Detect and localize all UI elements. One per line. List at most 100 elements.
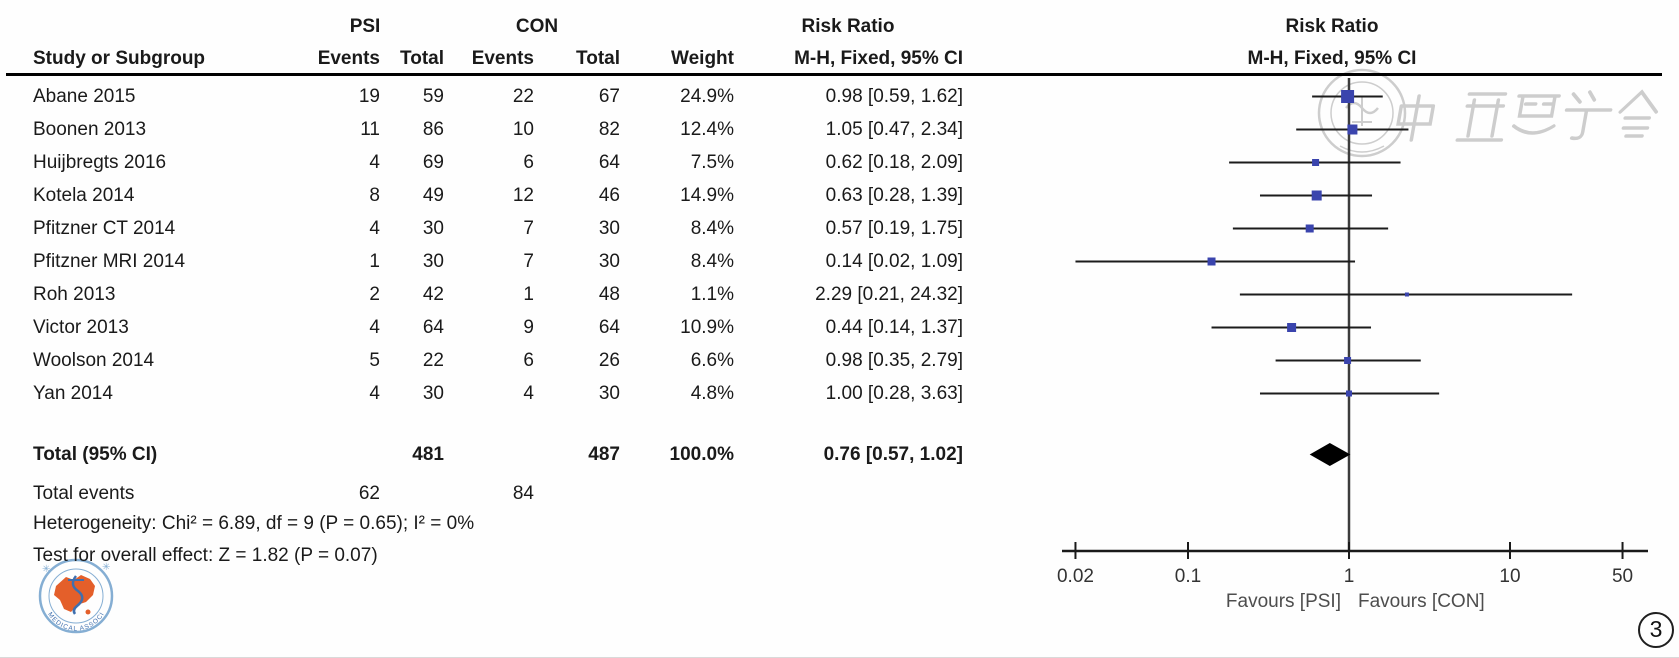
psi-total: 86 — [422, 119, 444, 140]
rr-ci-text: 1.00 [0.28, 3.63] — [825, 383, 963, 404]
weight: 12.4% — [680, 119, 734, 140]
chinese-medical-association-seal-watermark — [1317, 68, 1407, 158]
con-total: 26 — [598, 350, 620, 371]
effect-square — [1207, 257, 1216, 266]
total-con-total: 487 — [588, 444, 620, 465]
seal-glyph-stroke — [1352, 96, 1372, 126]
favours-right-label: Favours [CON] — [1358, 591, 1485, 612]
x-axis-tick-label: 0.1 — [1175, 566, 1201, 587]
x-axis-tick-label: 1 — [1344, 566, 1355, 587]
col-header-study: Study or Subgroup — [33, 48, 206, 69]
effect-square — [1347, 124, 1358, 135]
psi-total: 49 — [422, 185, 444, 206]
rr-ci-text: 0.44 [0.14, 1.37] — [825, 317, 963, 338]
con-events: 6 — [523, 350, 534, 371]
weight: 4.8% — [690, 383, 734, 404]
con-events: 10 — [512, 119, 534, 140]
col-header-con-events: Events — [471, 48, 534, 69]
pooled-effect-diamond — [1309, 443, 1351, 466]
psi-events: 4 — [369, 152, 380, 173]
plot-header-mh-ci: M-H, Fixed, 95% CI — [1247, 48, 1417, 69]
risk-ratio-column-title: Risk Ratio — [801, 16, 895, 37]
psi-events: 2 — [369, 284, 380, 305]
rr-ci-text: 0.62 [0.18, 2.09] — [825, 152, 963, 173]
con-total: 30 — [598, 383, 620, 404]
effect-square — [1404, 292, 1409, 297]
study-name: Victor 2013 — [33, 317, 129, 338]
psi-total: 69 — [422, 152, 444, 173]
con-events: 4 — [523, 383, 534, 404]
script-glyph-0 — [1396, 94, 1436, 142]
total-events-con: 84 — [512, 483, 534, 504]
study-name: Huijbregts 2016 — [33, 152, 167, 173]
logo-inner-ring — [48, 568, 104, 624]
risk-ratio-plot-title: Risk Ratio — [1285, 16, 1379, 37]
weight: 24.9% — [680, 86, 734, 107]
rr-ci-text: 1.05 [0.47, 2.34] — [825, 119, 963, 140]
x-axis-tick-label: 10 — [1499, 566, 1520, 587]
col-header-psi-total: Total — [400, 48, 444, 69]
effect-square — [1344, 357, 1352, 364]
total-events-psi: 62 — [358, 483, 380, 504]
total-rr-ci: 0.76 [0.57, 1.02] — [823, 444, 963, 465]
psi-total: 64 — [422, 317, 444, 338]
con-total: 67 — [598, 86, 620, 107]
con-events: 6 — [523, 152, 534, 173]
psi-total: 22 — [422, 350, 444, 371]
china-map-shape — [54, 575, 95, 612]
study-name: Roh 2013 — [33, 284, 116, 305]
weight: 8.4% — [690, 218, 734, 239]
study-name: Abane 2015 — [33, 86, 136, 107]
total-row-label: Total (95% CI) — [33, 444, 158, 465]
psi-events: 4 — [369, 317, 380, 338]
con-events: 22 — [512, 86, 534, 107]
weight: 7.5% — [690, 152, 734, 173]
con-total: 46 — [598, 185, 620, 206]
psi-events: 4 — [369, 218, 380, 239]
seal-inner-ring — [1330, 81, 1394, 145]
study-name: Boonen 2013 — [33, 119, 147, 140]
con-events: 9 — [523, 317, 534, 338]
weight: 10.9% — [680, 317, 734, 338]
psi-total: 30 — [422, 383, 444, 404]
study-name: Yan 2014 — [33, 383, 113, 404]
psi-events: 19 — [358, 86, 380, 107]
con-total: 30 — [598, 251, 620, 272]
con-events: 7 — [523, 251, 534, 272]
psi-events: 5 — [369, 350, 380, 371]
rr-ci-text: 0.14 [0.02, 1.09] — [825, 251, 963, 272]
logo-star: ✳ — [102, 562, 110, 573]
rr-ci-text: 0.63 [0.28, 1.39] — [825, 185, 963, 206]
rr-ci-text: 0.57 [0.19, 1.75] — [825, 218, 963, 239]
china-map-island — [85, 609, 91, 615]
col-header-psi-events: Events — [317, 48, 380, 69]
figure-number-badge: 3 — [1638, 612, 1674, 648]
effect-square — [1305, 224, 1314, 233]
script-glyph-3 — [1564, 90, 1613, 141]
study-name: Kotela 2014 — [33, 185, 135, 206]
group-con-header: CON — [515, 16, 559, 37]
weight: 14.9% — [680, 185, 734, 206]
study-name: Pfitzner MRI 2014 — [33, 251, 186, 272]
header-divider-rule — [6, 73, 1662, 76]
total-psi-total: 481 — [412, 444, 444, 465]
heterogeneity-stats: Heterogeneity: Chi² = 6.89, df = 9 (P = … — [33, 513, 475, 534]
psi-total: 42 — [422, 284, 444, 305]
favours-left-label: Favours [PSI] — [1225, 591, 1341, 612]
psi-events: 1 — [369, 251, 380, 272]
weight: 6.6% — [690, 350, 734, 371]
x-axis-tick-label: 0.02 — [1057, 566, 1094, 587]
con-total: 64 — [598, 152, 620, 173]
psi-events: 8 — [369, 185, 380, 206]
con-total: 64 — [598, 317, 620, 338]
con-events: 12 — [512, 185, 534, 206]
overall-effect-test: Test for overall effect: Z = 1.82 (P = 0… — [33, 545, 378, 566]
chinese-medical-association-logo — [38, 558, 114, 634]
seal-arc-text-hint — [1339, 145, 1385, 153]
script-glyph-1 — [1455, 92, 1508, 142]
chinese-medical-association-script-watermark — [1396, 89, 1659, 142]
weight: 1.1% — [690, 284, 734, 305]
col-header-weight: Weight — [671, 48, 734, 69]
effect-square — [1312, 159, 1320, 166]
